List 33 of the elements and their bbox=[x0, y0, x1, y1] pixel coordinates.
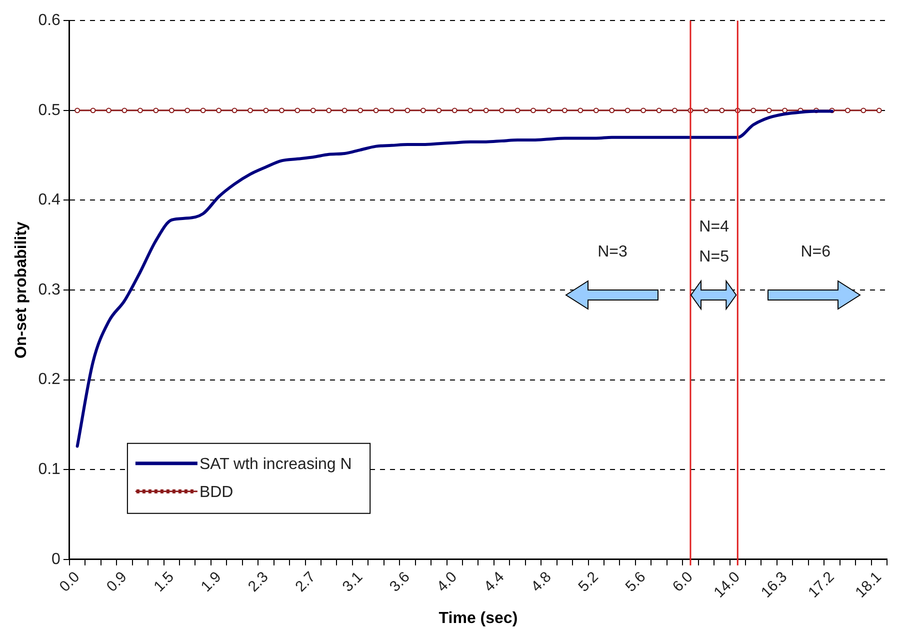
x-tick-label: 0.0 bbox=[56, 568, 84, 596]
y-tick-label: 0.2 bbox=[38, 371, 61, 388]
x-tick-label: 17.2 bbox=[805, 568, 838, 602]
x-tick-label: 14.0 bbox=[710, 568, 744, 602]
x-tick-label: 1.9 bbox=[198, 568, 225, 596]
x-tick-label: 2.3 bbox=[244, 568, 272, 596]
x-tick-label: 4.4 bbox=[480, 568, 508, 596]
x-tick-label: 16.3 bbox=[758, 568, 791, 602]
x-tick-label: 0.9 bbox=[103, 568, 130, 596]
x-tick-label: 2.7 bbox=[292, 568, 319, 596]
y-tick-label: 0.1 bbox=[38, 461, 61, 478]
y-tick-label: 0 bbox=[52, 550, 61, 568]
x-tick-label: 3.6 bbox=[386, 568, 414, 596]
x-tick-label: 18.1 bbox=[852, 568, 885, 602]
y-tick-label: 0.5 bbox=[38, 102, 61, 119]
annotation: N=5 bbox=[699, 248, 730, 266]
x-tick-label: 4.8 bbox=[528, 568, 555, 596]
x-tick-label: 4.0 bbox=[434, 568, 460, 596]
annotation: N=6 bbox=[800, 243, 831, 260]
y-tick-label: 0.4 bbox=[38, 192, 61, 209]
y-axis-title: On-set probability bbox=[13, 221, 30, 358]
y-tick-label: 0.6 bbox=[38, 12, 61, 30]
y-tick-label: 0.3 bbox=[38, 281, 61, 298]
x-tick-label: 5.6 bbox=[622, 568, 650, 596]
x-tick-label: 5.2 bbox=[575, 568, 602, 596]
legend-label: SAT wth increasing N bbox=[199, 456, 352, 473]
annotation: N=3 bbox=[598, 243, 628, 260]
x-tick-label: 1.5 bbox=[150, 568, 178, 596]
annotation: N=4 bbox=[699, 218, 730, 236]
x-tick-label: 6.0 bbox=[669, 568, 696, 596]
x-tick-label: 3.1 bbox=[339, 568, 366, 596]
legend-label: BDD bbox=[199, 484, 234, 501]
x-axis-title: Time (sec) bbox=[438, 610, 518, 627]
